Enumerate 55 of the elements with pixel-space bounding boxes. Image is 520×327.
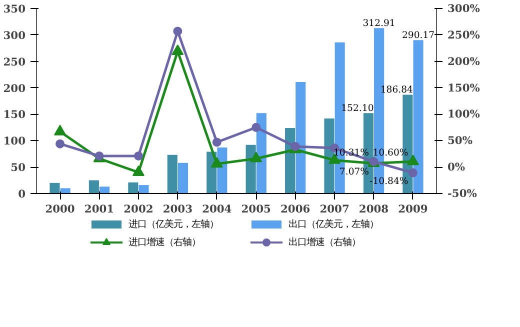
bar (178, 162, 188, 194)
data-label: -10.84% (370, 176, 408, 187)
bar (50, 182, 60, 194)
bar (88, 180, 99, 194)
legend-label: 进口（亿美元，左轴） (128, 219, 218, 230)
point (406, 154, 419, 166)
bar (128, 182, 138, 194)
y2-tick-label: 50% (448, 134, 472, 148)
point (56, 139, 65, 148)
bar (100, 186, 110, 194)
legend-label: 出口（亿美元，左轴） (288, 219, 378, 230)
y-tick-label: 50 (10, 161, 26, 174)
y-tick-label: 0 (18, 188, 26, 200)
bar (138, 185, 149, 194)
y-tick-label: 100 (3, 134, 26, 148)
legend-label: 出口增速（右轴） (288, 237, 360, 248)
y2-tick-label: 0% (448, 160, 466, 174)
point (408, 168, 418, 178)
bar (413, 40, 424, 194)
point (134, 151, 143, 160)
x-tick-label: 2007 (320, 202, 350, 216)
y2-tick-label: 300% (448, 2, 480, 15)
y-tick-label: 250 (3, 55, 26, 68)
point (212, 138, 222, 147)
point (290, 142, 300, 151)
x-tick-label: 2009 (398, 202, 428, 216)
point (252, 122, 261, 132)
x-tick-label: 2006 (280, 202, 310, 216)
x-tick-label: 2004 (202, 202, 232, 216)
y2-tick-label: -50% (448, 187, 477, 200)
legend-label: 进口增速（右轴） (128, 237, 200, 248)
y2-tick-label: 150% (448, 81, 480, 94)
point (54, 124, 66, 136)
data-label: 290.17 (402, 30, 435, 42)
x-tick-label: 2000 (45, 202, 75, 216)
bar (167, 154, 178, 194)
bar (60, 188, 70, 194)
point (210, 157, 223, 168)
y-tick-label: 200 (3, 82, 26, 95)
y2-tick-label: 200% (448, 54, 480, 68)
point (250, 152, 262, 162)
point (173, 26, 182, 36)
y-tick-label: 300 (3, 28, 26, 42)
y-tick-label: 150 (3, 108, 26, 122)
x-tick-label: 2002 (124, 202, 154, 216)
y-tick-label: 350 (3, 2, 26, 16)
y2-tick-label: 100% (448, 108, 480, 121)
bar (296, 82, 306, 194)
x-tick-label: 2001 (84, 202, 114, 216)
y2-tick-label: 250% (448, 28, 480, 42)
x-tick-label: 2005 (241, 202, 271, 216)
data-label: 312.91 (362, 18, 396, 30)
x-tick-label: 2008 (358, 202, 389, 216)
x-tick-label: 2003 (162, 202, 193, 216)
point (132, 166, 144, 176)
